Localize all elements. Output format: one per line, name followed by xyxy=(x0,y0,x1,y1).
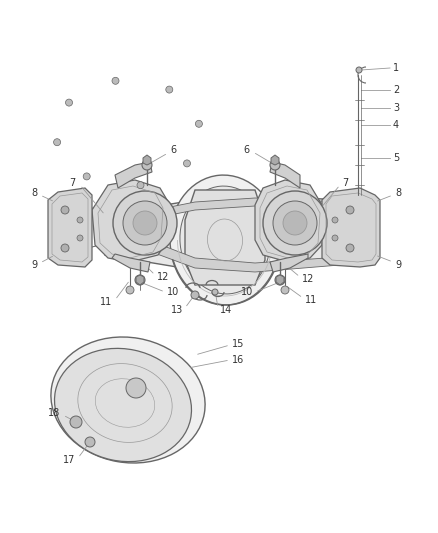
Text: 6: 6 xyxy=(170,145,176,155)
Circle shape xyxy=(53,139,60,146)
Circle shape xyxy=(85,437,95,447)
Polygon shape xyxy=(255,180,325,262)
Polygon shape xyxy=(136,275,144,285)
Polygon shape xyxy=(270,162,300,188)
Polygon shape xyxy=(276,275,284,285)
Text: 10: 10 xyxy=(241,287,253,297)
Circle shape xyxy=(112,77,119,84)
Text: 7: 7 xyxy=(342,178,348,188)
Circle shape xyxy=(270,160,280,170)
Text: 11: 11 xyxy=(305,295,317,305)
Text: 9: 9 xyxy=(395,260,401,270)
Ellipse shape xyxy=(51,337,205,463)
Circle shape xyxy=(83,173,90,180)
Circle shape xyxy=(283,211,307,235)
Circle shape xyxy=(281,286,289,294)
Circle shape xyxy=(332,217,338,223)
Polygon shape xyxy=(92,180,170,262)
Text: 6: 6 xyxy=(244,145,250,155)
Text: 12: 12 xyxy=(157,272,170,282)
Circle shape xyxy=(346,206,354,214)
Ellipse shape xyxy=(170,175,280,305)
Text: 7: 7 xyxy=(69,178,75,188)
Polygon shape xyxy=(270,254,308,272)
Text: 9: 9 xyxy=(31,260,37,270)
Circle shape xyxy=(126,286,134,294)
Circle shape xyxy=(113,191,177,255)
Polygon shape xyxy=(105,207,155,238)
Polygon shape xyxy=(271,155,279,165)
Polygon shape xyxy=(143,155,151,165)
Circle shape xyxy=(263,191,327,255)
Text: 8: 8 xyxy=(395,188,401,198)
Circle shape xyxy=(135,275,145,285)
Circle shape xyxy=(70,416,82,428)
Polygon shape xyxy=(105,195,370,270)
Circle shape xyxy=(332,235,338,241)
Polygon shape xyxy=(130,233,360,272)
Circle shape xyxy=(77,235,83,241)
Text: 13: 13 xyxy=(171,305,183,315)
Text: 12: 12 xyxy=(302,274,314,284)
Circle shape xyxy=(126,378,146,398)
Ellipse shape xyxy=(54,349,191,462)
Circle shape xyxy=(66,99,73,106)
Circle shape xyxy=(61,244,69,252)
Text: 10: 10 xyxy=(167,287,179,297)
Text: 1: 1 xyxy=(393,63,399,73)
Text: 8: 8 xyxy=(31,188,37,198)
Circle shape xyxy=(356,67,362,73)
Text: 4: 4 xyxy=(393,120,399,130)
Text: 18: 18 xyxy=(48,408,60,418)
Polygon shape xyxy=(48,188,92,267)
Text: 17: 17 xyxy=(63,455,75,465)
Polygon shape xyxy=(115,162,152,188)
Text: 14: 14 xyxy=(220,305,232,315)
Text: 15: 15 xyxy=(232,339,244,349)
Circle shape xyxy=(61,206,69,214)
Text: 16: 16 xyxy=(232,355,244,365)
Text: 11: 11 xyxy=(100,297,112,307)
Circle shape xyxy=(275,275,285,285)
Text: 5: 5 xyxy=(393,153,399,163)
Circle shape xyxy=(166,86,173,93)
Circle shape xyxy=(142,160,152,170)
Polygon shape xyxy=(322,188,380,267)
Circle shape xyxy=(273,201,317,245)
Circle shape xyxy=(346,244,354,252)
Text: 3: 3 xyxy=(393,103,399,113)
Circle shape xyxy=(133,211,157,235)
Circle shape xyxy=(137,182,144,189)
Circle shape xyxy=(212,289,218,295)
Polygon shape xyxy=(112,254,150,272)
Ellipse shape xyxy=(180,186,270,294)
Circle shape xyxy=(195,120,202,127)
Circle shape xyxy=(123,201,167,245)
Ellipse shape xyxy=(195,203,255,278)
Polygon shape xyxy=(185,190,265,285)
Text: 2: 2 xyxy=(393,85,399,95)
Circle shape xyxy=(191,291,199,299)
Circle shape xyxy=(77,217,83,223)
Circle shape xyxy=(184,160,191,167)
Polygon shape xyxy=(295,207,345,238)
Polygon shape xyxy=(130,198,360,224)
